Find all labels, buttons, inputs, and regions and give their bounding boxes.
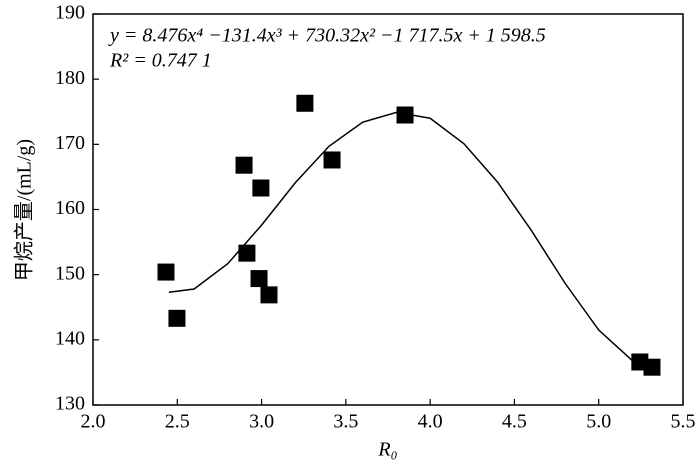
y-tick-label: 140 (55, 327, 85, 349)
data-point (238, 244, 256, 262)
data-point (168, 309, 186, 327)
y-tick-label: 170 (55, 132, 85, 154)
data-point (396, 106, 414, 124)
y-tick-label: 160 (55, 197, 85, 219)
x-tick-label: 4.0 (418, 411, 443, 433)
x-tick-label: 4.5 (502, 411, 527, 433)
x-tick-label: 2.5 (165, 411, 190, 433)
x-tick-label: 3.5 (333, 411, 358, 433)
r-squared: R² = 0.747 1 (109, 50, 212, 72)
x-tick-label: 2.0 (81, 411, 106, 433)
data-point (260, 286, 278, 304)
data-point (250, 270, 268, 288)
x-tick-label: 3.0 (249, 411, 274, 433)
y-tick-label: 130 (55, 393, 85, 415)
y-tick-label: 150 (55, 262, 85, 284)
data-point (235, 156, 253, 174)
data-point (252, 179, 270, 197)
data-point (323, 151, 341, 169)
data-point (643, 358, 661, 376)
x-tick-label: 5.5 (671, 411, 696, 433)
x-tick-label: 5.0 (586, 411, 611, 433)
data-point (296, 94, 314, 112)
y-axis-label: 甲烷产量/(mL/g) (13, 139, 36, 281)
x-axis-label: R₀ (377, 439, 397, 461)
y-tick-label: 190 (55, 2, 85, 24)
y-tick-label: 180 (55, 67, 85, 89)
plot-frame (92, 13, 684, 406)
fit-equation: y = 8.476x⁴ −131.4x³ + 730.32x² −1 717.5… (108, 25, 546, 47)
data-point (157, 263, 175, 281)
fit-curve (168, 111, 650, 366)
